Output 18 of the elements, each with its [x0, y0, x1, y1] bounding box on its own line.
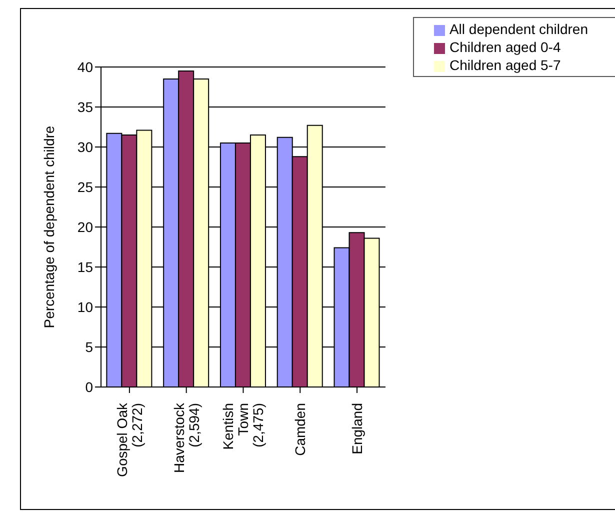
legend-label: Children aged 5-7 [449, 57, 561, 73]
x-tick-label: Gospel Oak (2,272) [114, 402, 145, 477]
y-tick-label: 35 [77, 98, 94, 115]
x-tick-label: Kentish Town (2,475) [220, 403, 266, 450]
y-tick-label: 10 [77, 298, 94, 315]
y-tick-label: 40 [77, 58, 94, 75]
x-tick-label: Haverstock (2,594) [170, 402, 202, 474]
legend-label: All dependent children [449, 21, 588, 37]
x-tick-label: Camden [292, 403, 308, 456]
y-tick-label: 15 [77, 258, 94, 275]
legend-label: Children aged 0-4 [449, 39, 561, 55]
y-tick-label: 0 [85, 378, 94, 395]
y-tick-label: 20 [77, 218, 94, 235]
y-tick-label: 25 [77, 178, 94, 195]
y-tick-label: 5 [85, 338, 94, 355]
x-tick-label: England [349, 403, 366, 454]
y-tick-label: 30 [77, 138, 94, 155]
y-axis-title: Percentage of dependent childre [40, 126, 57, 328]
